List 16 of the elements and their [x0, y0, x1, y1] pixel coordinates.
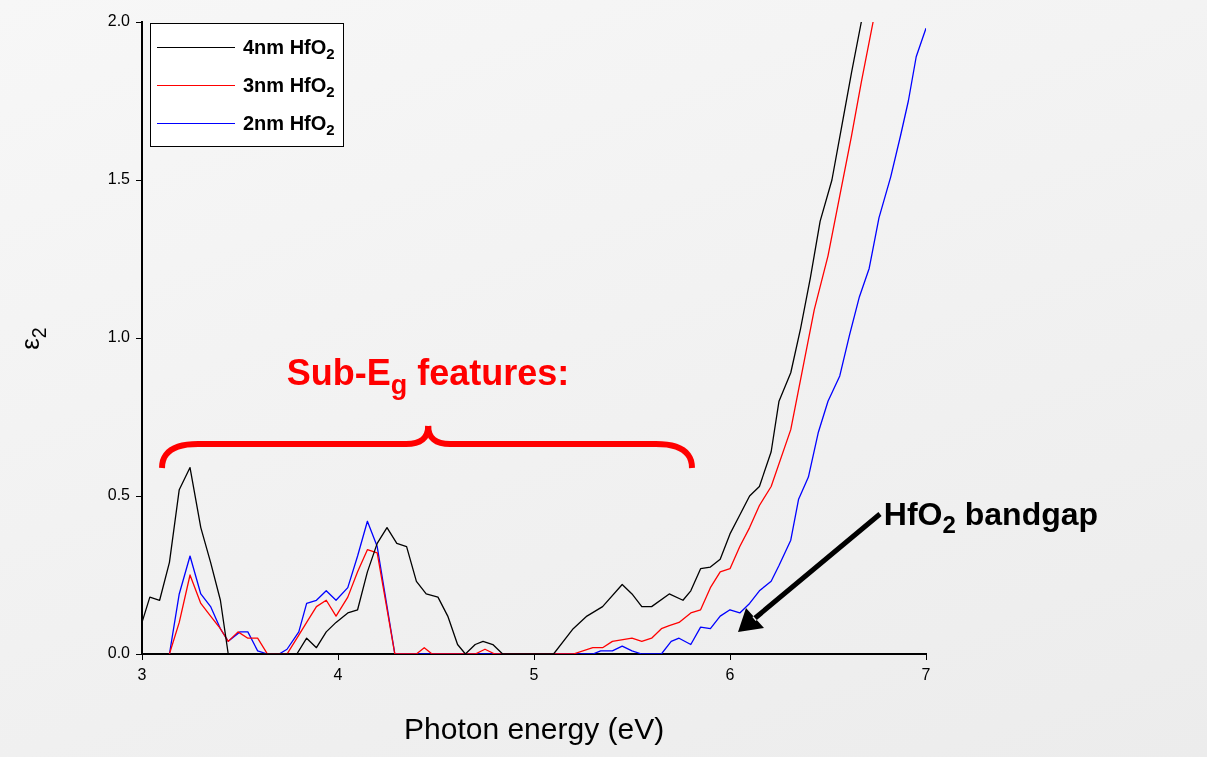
legend-label: 3nm HfO$_{2}$	[243, 73, 335, 100]
x-tick-label: 5	[529, 666, 539, 684]
y-tick-label: 0.5	[107, 486, 131, 504]
y-tick-label: 0.0	[107, 644, 131, 662]
x-tick-label: 3	[137, 666, 147, 684]
x-tick-label: 7	[921, 666, 931, 684]
y-tick-label: 1.0	[107, 328, 131, 346]
y-tick-label: 2.0	[107, 12, 131, 30]
x-tick-label: 6	[725, 666, 735, 684]
legend-label: 2nm HfO$_{2}$	[243, 111, 335, 138]
annotation: Sub-E$_{g}$ features:	[286, 351, 570, 401]
x-axis-title: Photon energy (eV)	[404, 712, 665, 746]
y-tick-label: 1.5	[107, 170, 131, 188]
annotation: HfO$_{2}$ bandgap	[883, 495, 1099, 538]
legend-label: 4nm HfO$_{2}$	[243, 35, 335, 62]
x-tick-label: 4	[333, 666, 343, 684]
